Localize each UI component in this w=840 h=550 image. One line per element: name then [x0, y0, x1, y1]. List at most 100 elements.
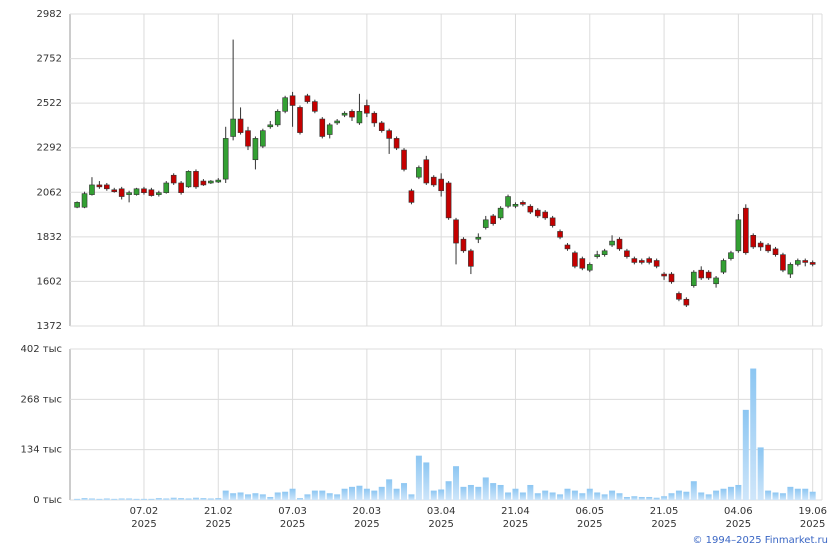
candle-body	[802, 260, 809, 263]
volume-bar	[482, 477, 489, 500]
x-tick-label: 21.04 2025	[501, 506, 530, 530]
candle-body	[416, 167, 422, 178]
x-tick-label: 21.05 2025	[649, 506, 679, 530]
x-tick-label: 06.05 2025	[575, 506, 605, 530]
candle-body	[735, 219, 742, 252]
volume-bar	[735, 484, 742, 500]
volume-bar	[609, 490, 616, 500]
candle-body	[594, 254, 601, 257]
candle-body	[423, 159, 430, 184]
volume-bar	[200, 498, 207, 500]
candle-body	[742, 207, 749, 254]
candle-body	[156, 192, 162, 195]
volume-bar	[460, 486, 467, 500]
volume-bar	[222, 490, 229, 500]
volume-bar	[653, 497, 660, 500]
volume-bar	[720, 488, 727, 500]
candle-body	[133, 188, 140, 195]
volume-bar	[103, 498, 110, 500]
y-tick-label: 1372	[37, 321, 62, 332]
candle-body	[534, 209, 541, 217]
volume-bar	[557, 494, 564, 500]
candle-body	[378, 122, 385, 131]
volume-bar	[445, 481, 452, 500]
candle-body	[178, 182, 184, 193]
candle-body	[267, 124, 274, 128]
candle-body	[497, 207, 504, 219]
candle-body	[193, 171, 199, 188]
candle-body	[772, 248, 779, 255]
volume-bar	[304, 494, 311, 500]
volume-bar	[215, 498, 222, 500]
candle-body	[765, 244, 771, 252]
candle-body	[304, 95, 311, 102]
candle-body	[282, 97, 288, 112]
y-tick-label: 268 тыс	[21, 394, 62, 405]
candle-body	[631, 258, 638, 263]
candle-body	[230, 118, 236, 137]
volume-bar	[497, 484, 504, 500]
candle-body	[460, 238, 467, 252]
candle-body	[549, 217, 556, 226]
candle-body	[698, 269, 705, 279]
candle-body	[475, 236, 482, 240]
candle-body	[616, 238, 623, 250]
volume-bar	[549, 492, 556, 500]
volume-bar	[475, 486, 482, 500]
candle-body	[245, 130, 251, 147]
volume-bar	[356, 485, 363, 500]
volume-bar	[349, 486, 356, 500]
footer-link[interactable]: © 1994–2025 Finmarket.ru	[692, 535, 828, 546]
volume-bar	[505, 492, 512, 500]
candle-body	[364, 105, 370, 114]
candle-body	[653, 260, 660, 267]
volume-bar	[742, 409, 749, 500]
volume-bar	[207, 498, 214, 500]
volume-bar	[111, 498, 118, 500]
x-tick-label: 19.06 2025	[798, 506, 827, 530]
y-tick-label: 402 тыс	[21, 344, 62, 355]
candle-body	[74, 202, 80, 208]
volume-bar	[661, 496, 668, 500]
volume-bar	[274, 492, 281, 500]
x-tick-label: 07.02 2025	[129, 506, 159, 530]
candle-body	[728, 252, 734, 259]
volume-bar	[534, 493, 541, 500]
y-tick-label: 1832	[37, 232, 62, 243]
volume-bar	[230, 493, 237, 500]
candle-body	[371, 112, 378, 124]
candle-body	[542, 211, 548, 219]
volume-bar	[386, 479, 393, 500]
volume-bar	[698, 492, 705, 500]
candle-body	[185, 171, 192, 188]
volume-bar	[646, 496, 653, 500]
volume-bar	[683, 491, 690, 500]
candle-body	[349, 110, 355, 118]
volume-bar	[423, 462, 430, 500]
volume-bar	[690, 481, 697, 500]
volume-bar	[319, 490, 326, 500]
volume-bar	[408, 494, 415, 500]
candle-body	[720, 260, 727, 273]
volume-bar	[564, 488, 571, 500]
candle-body	[438, 178, 444, 192]
candle-body	[557, 231, 563, 238]
candle-body	[215, 179, 222, 183]
volume-bar	[282, 491, 289, 500]
volume-bar	[185, 498, 192, 500]
candle-body	[795, 260, 801, 265]
volume-bar	[252, 493, 259, 500]
candle-body	[809, 262, 816, 265]
candle-body	[200, 180, 207, 186]
volume-bar	[527, 484, 534, 500]
candle-body	[520, 202, 526, 205]
volume-bar	[750, 368, 757, 500]
y-tick-label: 2292	[37, 143, 62, 154]
candle-body	[527, 205, 534, 213]
candle-body	[408, 190, 415, 203]
volume-bar	[133, 498, 140, 500]
volume-bar	[430, 490, 437, 500]
candle-body	[148, 189, 155, 196]
candle-body	[676, 293, 682, 300]
volume-bar	[794, 488, 801, 500]
